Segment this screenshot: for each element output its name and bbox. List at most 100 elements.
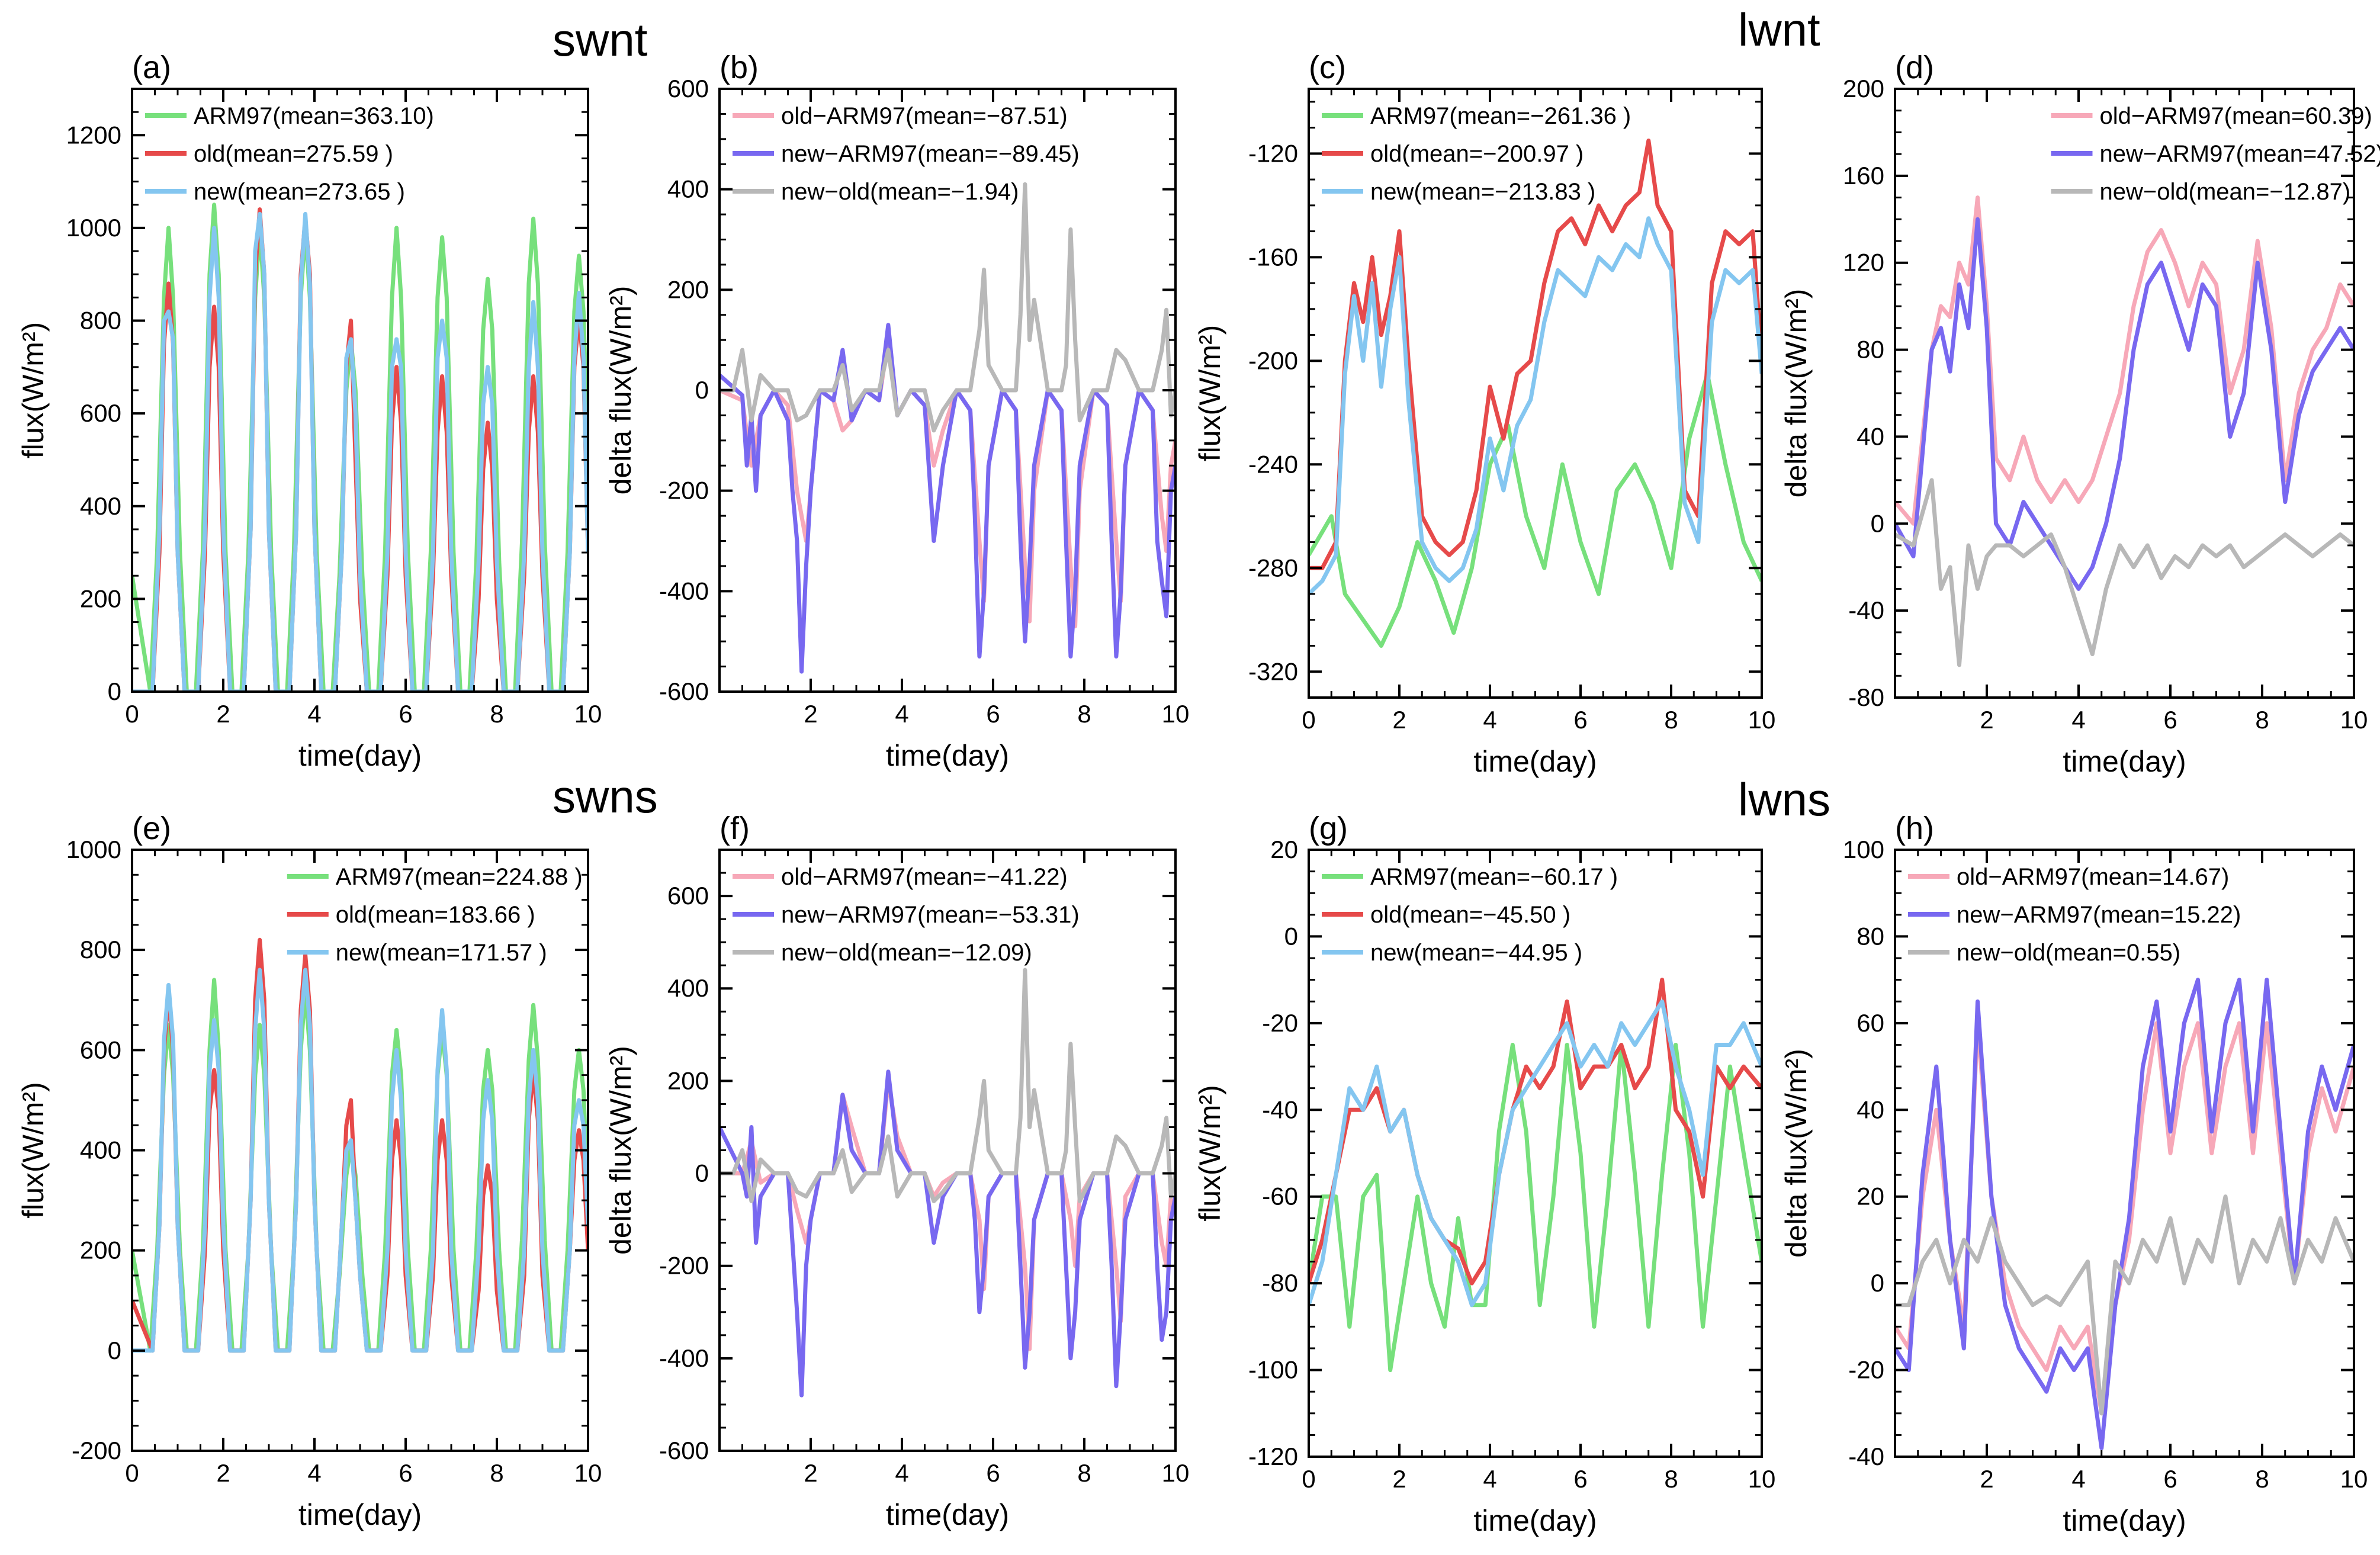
y-tick-label: -20 [1848, 1356, 1884, 1384]
y-tick-label: -120 [1248, 139, 1298, 167]
legend-label-1: new−ARM97(mean=47.52) [2100, 141, 2380, 167]
x-tick-label: 0 [125, 700, 139, 728]
x-axis-label: time(day) [298, 1498, 422, 1531]
x-axis-label: time(day) [298, 739, 422, 772]
y-tick-label: -80 [1262, 1269, 1298, 1297]
y-tick-label: -320 [1248, 657, 1298, 685]
x-tick-label: 4 [2071, 1465, 2085, 1493]
panel-label: (c) [1309, 50, 1346, 85]
y-tick-label: 100 [1843, 836, 1884, 863]
legend-label-0: ARM97(mean=363.10) [194, 103, 434, 129]
y-axis-label: delta flux(W/m²) [1780, 1049, 1813, 1258]
y-tick-label: 600 [80, 1036, 121, 1064]
y-tick-label: 80 [1857, 336, 1884, 364]
x-tick-label: 0 [125, 1459, 139, 1487]
y-tick-label: 0 [1871, 1269, 1884, 1297]
y-tick-label: -60 [1262, 1183, 1298, 1210]
legend-label-1: old(mean=−45.50 ) [1370, 902, 1570, 928]
y-tick-label: -120 [1248, 1442, 1298, 1470]
series-lines [132, 940, 588, 1351]
y-tick-label: 400 [80, 1136, 121, 1164]
series-line-0 [1895, 1023, 2354, 1413]
y-axis-label: flux(W/m²) [1193, 1085, 1226, 1222]
y-tick-label: 40 [1857, 422, 1884, 450]
legend-label-1: new−ARM97(mean=15.22) [1957, 902, 2241, 928]
y-tick-label: 20 [1857, 1183, 1884, 1210]
legend-label-2: new−old(mean=0.55) [1957, 940, 2180, 966]
x-axis-label: time(day) [1473, 1504, 1597, 1537]
legend-label-2: new−old(mean=−12.09) [781, 940, 1032, 966]
x-tick-label: 10 [1748, 706, 1776, 734]
series-lines [1309, 141, 1762, 646]
x-tick-label: 6 [399, 1459, 412, 1487]
x-tick-label: 4 [895, 1459, 908, 1487]
y-tick-label: 200 [667, 275, 709, 303]
y-tick-label: 40 [1857, 1095, 1884, 1123]
panel-label: (a) [132, 50, 171, 85]
y-tick-label: -400 [659, 1344, 709, 1372]
y-tick-label: 80 [1857, 922, 1884, 950]
y-tick-label: 160 [1843, 162, 1884, 189]
y-tick-label: 0 [1284, 922, 1298, 950]
x-tick-label: 10 [1748, 1465, 1776, 1493]
x-tick-label: 10 [2340, 1465, 2368, 1493]
y-axis-label: flux(W/m²) [1193, 325, 1226, 462]
x-tick-label: 10 [574, 700, 602, 728]
y-tick-label: 0 [108, 1336, 121, 1364]
series-lines [720, 970, 1175, 1395]
group-title-lwns: lwns [1738, 773, 1830, 827]
x-tick-label: 10 [2340, 706, 2368, 734]
group-title-swns: swns [553, 770, 658, 824]
y-tick-label: 120 [1843, 249, 1884, 277]
legend-label-1: old(mean=275.59 ) [194, 141, 393, 167]
y-tick-label: 600 [80, 399, 121, 427]
y-tick-label: 600 [667, 882, 709, 910]
x-tick-label: 8 [1664, 1465, 1678, 1493]
y-axis-label: delta flux(W/m²) [1780, 289, 1813, 498]
x-tick-label: 2 [1392, 1465, 1406, 1493]
y-tick-label: 600 [667, 75, 709, 102]
x-tick-label: 8 [2255, 1465, 2269, 1493]
y-tick-label: 0 [695, 1159, 709, 1187]
series-line-2 [720, 970, 1175, 1201]
y-tick-label: 200 [667, 1066, 709, 1094]
x-tick-label: 2 [804, 1459, 817, 1487]
x-tick-label: 6 [2163, 706, 2177, 734]
legend-label-2: new−old(mean=−12.87) [2100, 179, 2351, 205]
x-tick-label: 6 [986, 700, 1000, 728]
series-line-2 [720, 184, 1175, 430]
y-tick-label: -200 [659, 1252, 709, 1280]
y-tick-label: 1000 [66, 214, 121, 242]
panel-label: (h) [1895, 811, 1934, 846]
y-axis-label: flux(W/m²) [17, 322, 50, 459]
legend-label-0: old−ARM97(mean=60.39) [2100, 103, 2372, 129]
x-tick-label: 0 [1302, 1465, 1315, 1493]
y-tick-label: -240 [1248, 450, 1298, 478]
series-lines [720, 184, 1175, 672]
x-tick-label: 6 [986, 1459, 1000, 1487]
x-tick-label: 6 [399, 700, 412, 728]
group-title-lwnt: lwnt [1738, 3, 1820, 57]
legend-label-0: ARM97(mean=−60.17 ) [1370, 864, 1618, 890]
series-lines [1895, 198, 2354, 665]
y-tick-label: -200 [1248, 346, 1298, 374]
y-tick-label: -100 [1248, 1356, 1298, 1384]
x-tick-label: 10 [1162, 700, 1190, 728]
x-tick-label: 6 [1573, 706, 1587, 734]
series-line-1 [720, 325, 1175, 672]
legend-label-2: new−old(mean=−1.94) [781, 179, 1019, 205]
x-tick-label: 4 [1483, 1465, 1496, 1493]
y-tick-label: 200 [80, 584, 121, 612]
y-tick-label: 1000 [66, 836, 121, 863]
x-axis-label: time(day) [2063, 745, 2186, 778]
x-tick-label: 10 [1162, 1459, 1190, 1487]
y-tick-label: -600 [659, 1437, 709, 1464]
legend-label-2: new(mean=273.65 ) [194, 179, 405, 205]
legend-label-2: new(mean=−44.95 ) [1370, 940, 1582, 966]
